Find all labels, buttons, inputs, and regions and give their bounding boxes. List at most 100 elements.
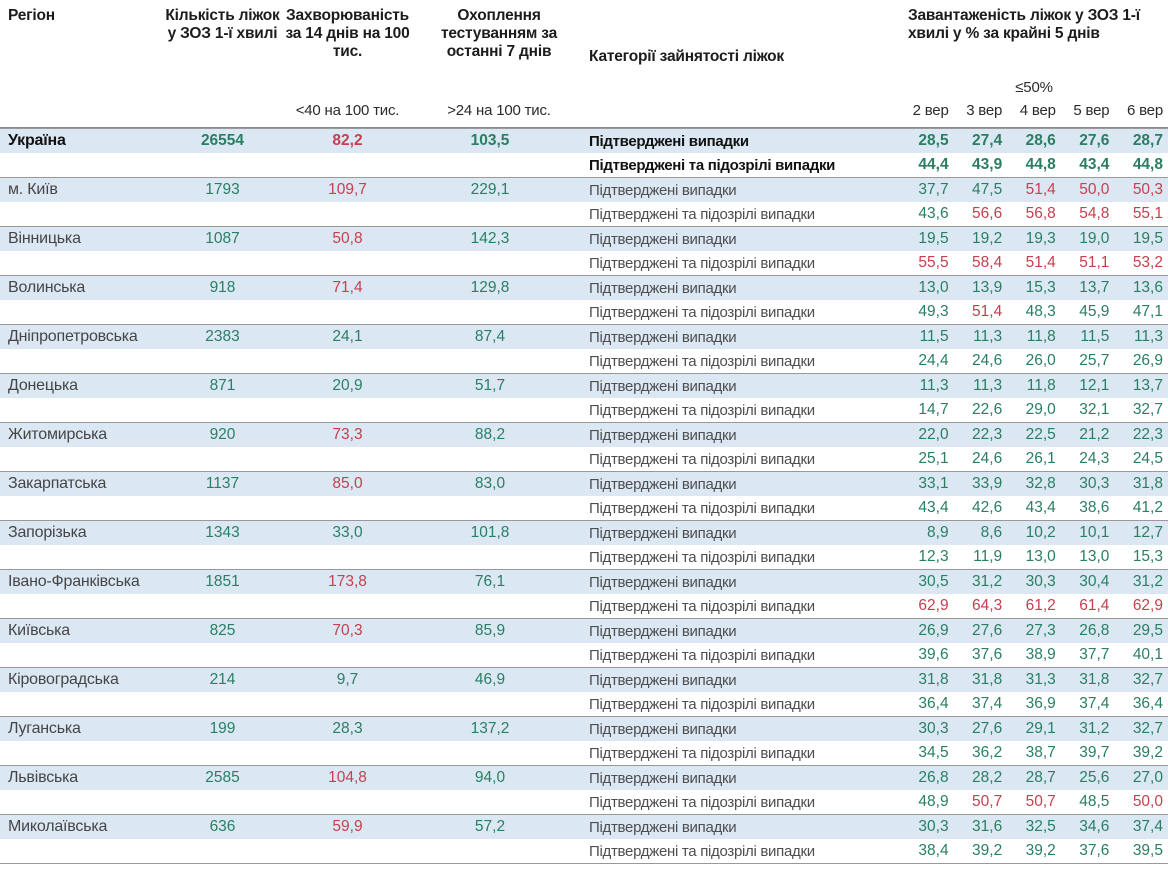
occupancy-value: 25,7 [1079,352,1110,369]
category-label-confirmed: Підтверджені випадки [589,769,737,787]
table-row-confirmed-suspected: Підтверджені та підозрілі випадки 39,6 37,… [0,643,1168,667]
beds-value: 1087 [205,230,240,247]
occupancy-value: 39,5 [1132,842,1163,859]
beds-value: 2585 [205,769,240,786]
occupancy-value: 11,3 [919,377,949,394]
testing-value: 83,0 [474,475,506,492]
occupancy-value: 32,7 [1132,671,1163,688]
occupancy-value: 13,7 [1079,279,1110,296]
occupancy-value: 39,6 [918,646,949,663]
occupancy-value: 29,5 [1132,622,1163,639]
occupancy-value: 37,4 [1079,695,1110,712]
region-name: Житомирська [8,426,107,443]
occupancy-value: 43,6 [918,205,949,222]
occupancy-value: 51,4 [1025,181,1056,198]
table-row-confirmed-suspected: Підтверджені та підозрілі випадки 25,1 24,… [0,447,1168,471]
beds-value: 214 [209,671,236,688]
table-row-confirmed-suspected: Підтверджені та підозрілі випадки 14,7 22,… [0,398,1168,422]
category-label-confirmed-suspected: Підтверджені та підозрілі випадки [589,450,815,468]
incidence-value: 109,7 [328,181,367,198]
occupancy-value: 13,6 [1132,279,1163,296]
occupancy-value: 48,5 [1079,793,1110,810]
beds-value: 1137 [205,475,240,492]
occupancy-value: 29,0 [1025,401,1056,418]
occupancy-value: 11,3 [973,328,1003,345]
occupancy-value: 31,3 [1025,671,1056,688]
table-body: Україна 26554 82,2 103,5 Підтверджені випадк… [0,128,1168,863]
occupancy-value: 41,2 [1132,499,1163,516]
occupancy-value: 28,5 [918,132,949,149]
date-header: 5 вер [1073,102,1110,119]
occupancy-value: 19,0 [1079,230,1110,247]
table-row-confirmed-suspected: Підтверджені та підозрілі випадки 12,3 11,… [0,545,1168,569]
category-label-confirmed: Підтверджені випадки [589,720,737,738]
occupancy-value: 22,3 [972,426,1003,443]
region-block: Житомирська 920 73,3 88,2 Підтверджені випад… [0,422,1168,471]
occupancy-value: 27,6 [972,720,1003,737]
beds-value: 636 [209,818,236,835]
occupancy-value: 13,9 [972,279,1003,296]
table-row-confirmed-suspected: Підтверджені та підозрілі випадки 44,4 43,… [0,153,1168,177]
occupancy-value: 50,0 [1079,181,1110,198]
occupancy-value: 26,1 [1025,450,1056,467]
incidence-value: 85,0 [332,475,363,492]
occupancy-value: 11,5 [919,328,949,345]
category-label-confirmed-suspected: Підтверджені та підозрілі випадки [589,548,815,566]
category-label-confirmed: Підтверджені випадки [589,181,737,199]
incidence-value: 24,1 [332,328,363,345]
occupancy-value: 30,3 [918,818,949,835]
category-label-confirmed-suspected: Підтверджені та підозрілі випадки [589,842,815,860]
occupancy-value: 37,4 [972,695,1003,712]
occupancy-value: 19,5 [1132,230,1163,247]
table-row-confirmed: Миколаївська 636 59,9 57,2 Підтверджені випа… [0,815,1168,839]
occupancy-value: 56,6 [972,205,1003,222]
beds-value: 871 [209,377,236,394]
occupancy-value: 39,2 [1132,744,1163,761]
occupancy-value: 39,2 [972,842,1003,859]
occupancy-value: 10,1 [1079,524,1110,541]
occupancy-value: 24,6 [972,352,1003,369]
occupancy-value: 37,6 [972,646,1003,663]
table-row-confirmed: Волинська 918 71,4 129,8 Підтверджені випадк… [0,276,1168,300]
region-block: Донецька 871 20,9 51,7 Підтверджені випадки 1… [0,373,1168,422]
region-block: Київська 825 70,3 85,9 Підтверджені випадки 2… [0,618,1168,667]
occupancy-value: 61,4 [1079,597,1110,614]
region-block: Луганська 199 28,3 137,2 Підтверджені випадк… [0,716,1168,765]
region-name: Закарпатська [8,475,107,492]
incidence-value: 70,3 [332,622,363,639]
occupancy-value: 31,8 [1079,671,1110,688]
occupancy-value: 38,4 [918,842,949,859]
table-row-confirmed: Івано-Франківська 1851 173,8 76,1 Підтвердже… [0,570,1168,594]
table-row-confirmed-suspected: Підтверджені та підозрілі випадки 34,5 36,… [0,741,1168,765]
occupancy-value: 28,6 [1025,132,1056,149]
incidence-value: 33,0 [332,524,363,541]
incidence-value: 20,9 [332,377,363,394]
occupancy-value: 26,9 [918,622,949,639]
occupancy-value: 27,6 [1079,132,1110,149]
region-block: Івано-Франківська 1851 173,8 76,1 Підтвердже… [0,569,1168,618]
occupancy-value: 58,4 [972,254,1003,271]
col-header-testing: Охоплення тестуванням за останні 7 днів [440,7,558,60]
occupancy-value: 38,9 [1025,646,1056,663]
testing-value: 76,1 [474,573,506,590]
occupancy-value: 30,4 [1079,573,1110,590]
occupancy-value: 30,5 [918,573,949,590]
occupancy-value: 51,4 [972,303,1003,320]
occupancy-value: 37,7 [1079,646,1110,663]
occupancy-value: 37,7 [918,181,949,198]
occupancy-value: 8,6 [980,524,1003,541]
occupancy-value: 39,7 [1079,744,1110,761]
occupancy-value: 10,2 [1025,524,1056,541]
category-label-confirmed-suspected: Підтверджені та підозрілі випадки [589,303,815,321]
occupancy-value: 50,7 [972,793,1003,810]
occupancy-value: 19,3 [1025,230,1056,247]
testing-value: 229,1 [470,181,510,198]
testing-value: 101,8 [470,524,510,541]
table-row-confirmed-suspected: Підтверджені та підозрілі випадки 36,4 37,… [0,692,1168,716]
occupancy-value: 62,9 [1132,597,1163,614]
occupancy-value: 36,4 [1132,695,1163,712]
testing-value: 85,9 [474,622,506,639]
table-row-confirmed: Житомирська 920 73,3 88,2 Підтверджені випад… [0,423,1168,447]
occupancy-value: 22,3 [1132,426,1163,443]
category-label-confirmed-suspected: Підтверджені та підозрілі випадки [589,401,815,419]
